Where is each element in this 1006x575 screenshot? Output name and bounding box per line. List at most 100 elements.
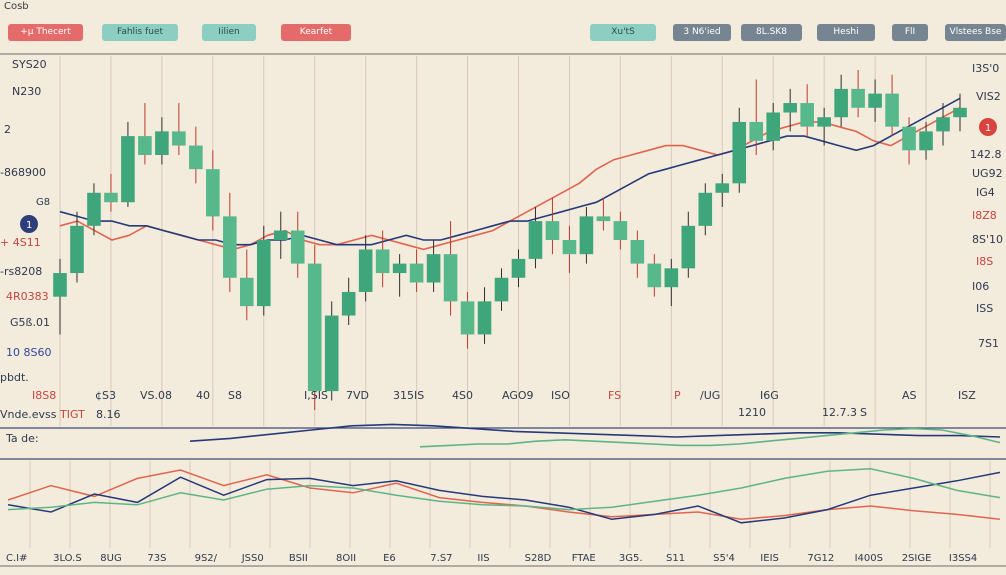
candle-body: [290, 230, 305, 264]
main-bottom-label: P: [674, 389, 681, 402]
candle-body: [766, 112, 780, 141]
osc-label: Ta de:: [5, 432, 39, 445]
candle-body: [664, 268, 679, 288]
bottom-axis-label: BSII: [289, 553, 308, 564]
candle-body: [409, 263, 424, 283]
bottom-axis-label: S11: [666, 553, 685, 564]
main-bottom-label: 40: [196, 389, 210, 402]
left-axis-label: G8: [36, 197, 50, 208]
bottom-axis-label: IEIS: [760, 553, 779, 564]
candle-body: [155, 131, 169, 155]
candle-body: [936, 117, 950, 132]
candle-body: [630, 240, 645, 264]
toolbar-button-9[interactable]: FlI: [892, 24, 928, 41]
bottom-axis-label: 9S2/: [195, 553, 218, 564]
right-axis-label: 8S'10: [972, 233, 1003, 246]
candle-body: [121, 136, 135, 203]
main-bottom-label: 315IS: [393, 389, 424, 402]
toolbar-button-7[interactable]: 8L.SK8: [741, 24, 802, 41]
window-title: Cosb: [4, 1, 29, 12]
main-bottom-label: I,SIS: [304, 389, 328, 402]
candle-body: [851, 88, 865, 108]
left-axis-label: 10 8S60: [6, 346, 51, 359]
candle-body: [341, 291, 356, 316]
bottom-axis-label: 2SIGE: [902, 553, 932, 564]
main-bottom-label: AS: [902, 389, 917, 402]
bottom-axis-label: FTAE: [572, 553, 596, 564]
main-bottom-label-2: Vnde.evss: [0, 408, 57, 421]
right-axis-label: 142.8: [970, 148, 1002, 161]
candle-body: [392, 263, 407, 274]
candle-body: [715, 183, 730, 193]
toolbar-button-8[interactable]: Heshi: [817, 24, 875, 41]
candle-body: [375, 249, 390, 274]
bottom-axis-label: C.I#: [6, 553, 28, 564]
left-axis-label: + 4S11: [0, 236, 41, 249]
candle-body: [698, 192, 713, 226]
bottom-axis-label: S28D: [525, 553, 552, 564]
candle-body: [206, 169, 220, 217]
candle-body: [189, 145, 203, 170]
bottom-axis-label: 7G12: [807, 553, 834, 564]
main-bottom-label: S8: [228, 389, 242, 402]
right-axis-label: I8S: [976, 255, 993, 268]
main-bottom-label-2: TIGT: [59, 408, 85, 421]
main-bottom-label-2: 8.16: [96, 408, 121, 421]
main-bottom-label-2: S: [860, 406, 867, 419]
right-axis-label: ISS: [976, 302, 993, 315]
candle-body: [885, 93, 899, 127]
toolbar-button-4[interactable]: Kearfet: [281, 24, 351, 41]
candle-body: [477, 301, 492, 335]
marker-navy[interactable]: [20, 215, 38, 233]
main-bottom-label-2: 12.7.3: [822, 406, 857, 419]
candle-body: [902, 126, 916, 151]
right-axis-label: I8Z8: [972, 209, 997, 222]
toolbar-button-5[interactable]: Xu'tS: [590, 24, 656, 41]
toolbar-button-1[interactable]: +µ Thecert: [8, 24, 83, 41]
candle-body: [817, 117, 831, 127]
candle-body: [732, 121, 747, 184]
toolbar-button-3[interactable]: Iilien: [202, 24, 256, 41]
main-bottom-label: ISO: [551, 389, 570, 402]
main-bottom-label: 4S0: [452, 389, 473, 402]
left-axis-label: G5ß.01: [10, 316, 50, 329]
right-axis-label: UG92: [972, 167, 1003, 180]
candle-body: [528, 221, 543, 259]
bottom-axis-label: 8UG: [100, 553, 121, 564]
bottom-axis-label: 73S: [147, 553, 166, 564]
lower-line-1: [7, 471, 1001, 524]
candle-body: [460, 301, 475, 335]
candle-body: [868, 93, 882, 108]
candle-body: [358, 249, 373, 292]
left-axis-label: -rs8208: [0, 265, 42, 278]
toolbar-button-10[interactable]: Vlstees Bse: [945, 24, 1006, 41]
candle-body: [800, 103, 814, 127]
candle-body: [172, 131, 186, 146]
marker-red-label: 1: [985, 123, 991, 134]
bottom-axis-label: 8OII: [336, 553, 356, 564]
candle-body: [443, 254, 458, 302]
main-bottom-label: VS.08: [140, 389, 172, 402]
toolbar-button-2[interactable]: Fahlis fuet: [102, 24, 178, 41]
bottom-axis-label: I400S: [855, 553, 883, 564]
candle-body: [511, 258, 526, 278]
bottom-axis: C.I# 3LO.S 8UG 73S 9S2/JSS0 BSII 8OII E6 7.S7 IIS…: [6, 553, 977, 564]
osc-line-1: [419, 427, 1001, 448]
left-axis-label: -868900: [0, 166, 46, 179]
candle-body: [324, 315, 339, 392]
left-axis-label: 2: [4, 123, 11, 136]
candle-body: [104, 192, 118, 203]
candle-body: [53, 273, 67, 297]
lower-line-0: [7, 469, 1001, 520]
main-bottom-label: I8S8: [32, 389, 56, 402]
marker-red[interactable]: [979, 118, 997, 136]
right-axis-label: I06: [972, 280, 989, 293]
candle-body: [426, 254, 441, 283]
toolbar-button-6[interactable]: 3 N6'ied: [673, 24, 731, 41]
candle-body: [138, 136, 152, 155]
candle-body: [87, 192, 101, 226]
main-bottom-label: /UG: [700, 389, 720, 402]
main-bottom-label: I6G: [760, 389, 779, 402]
candle-body: [256, 240, 271, 307]
